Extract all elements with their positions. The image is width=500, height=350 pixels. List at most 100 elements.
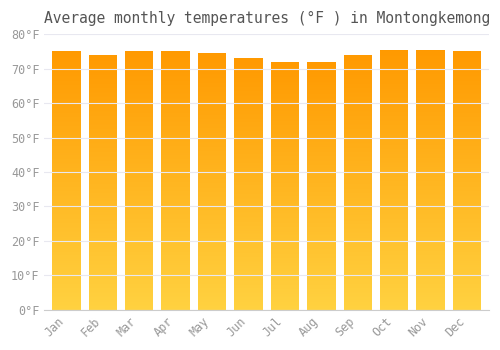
- Bar: [344, 201, 372, 203]
- Bar: [88, 175, 117, 176]
- Bar: [52, 230, 80, 231]
- Bar: [380, 154, 408, 155]
- Bar: [125, 254, 154, 256]
- Bar: [52, 99, 80, 100]
- Bar: [52, 201, 80, 203]
- Bar: [52, 97, 80, 98]
- Bar: [162, 280, 190, 281]
- Bar: [234, 101, 262, 102]
- Bar: [198, 235, 226, 237]
- Bar: [344, 87, 372, 88]
- Bar: [453, 241, 481, 243]
- Bar: [162, 113, 190, 115]
- Bar: [380, 86, 408, 88]
- Bar: [88, 79, 117, 81]
- Bar: [198, 230, 226, 231]
- Bar: [234, 308, 262, 310]
- Bar: [125, 98, 154, 99]
- Bar: [234, 117, 262, 119]
- Bar: [125, 152, 154, 153]
- Bar: [416, 266, 445, 267]
- Bar: [380, 306, 408, 307]
- Bar: [198, 308, 226, 310]
- Bar: [52, 294, 80, 295]
- Bar: [416, 225, 445, 226]
- Bar: [52, 240, 80, 241]
- Bar: [162, 88, 190, 89]
- Bar: [453, 147, 481, 148]
- Bar: [234, 87, 262, 89]
- Bar: [416, 68, 445, 69]
- Bar: [344, 124, 372, 125]
- Bar: [344, 77, 372, 78]
- Bar: [52, 51, 80, 53]
- Bar: [453, 233, 481, 235]
- Bar: [234, 100, 262, 101]
- Bar: [88, 201, 117, 203]
- Bar: [198, 112, 226, 113]
- Bar: [453, 133, 481, 134]
- Bar: [198, 116, 226, 117]
- Bar: [416, 65, 445, 66]
- Bar: [162, 121, 190, 122]
- Bar: [162, 258, 190, 259]
- Bar: [416, 261, 445, 263]
- Bar: [307, 73, 336, 74]
- Bar: [125, 259, 154, 261]
- Bar: [380, 169, 408, 171]
- Bar: [234, 229, 262, 231]
- Bar: [307, 281, 336, 282]
- Bar: [234, 85, 262, 86]
- Bar: [198, 289, 226, 290]
- Bar: [125, 218, 154, 219]
- Bar: [453, 263, 481, 265]
- Bar: [88, 69, 117, 70]
- Bar: [380, 111, 408, 112]
- Bar: [234, 182, 262, 183]
- Bar: [52, 188, 80, 190]
- Bar: [307, 93, 336, 94]
- Bar: [88, 141, 117, 143]
- Bar: [162, 259, 190, 261]
- Bar: [307, 72, 336, 73]
- Bar: [270, 285, 299, 286]
- Bar: [380, 116, 408, 117]
- Bar: [198, 78, 226, 79]
- Bar: [416, 138, 445, 139]
- Bar: [380, 286, 408, 288]
- Bar: [270, 193, 299, 195]
- Bar: [270, 64, 299, 65]
- Bar: [198, 90, 226, 92]
- Bar: [88, 143, 117, 144]
- Bar: [198, 107, 226, 108]
- Bar: [162, 192, 190, 194]
- Bar: [52, 270, 80, 271]
- Bar: [198, 60, 226, 61]
- Bar: [344, 297, 372, 298]
- Bar: [380, 230, 408, 232]
- Bar: [380, 301, 408, 302]
- Bar: [162, 232, 190, 233]
- Bar: [125, 71, 154, 72]
- Bar: [453, 155, 481, 156]
- Bar: [416, 236, 445, 237]
- Bar: [307, 295, 336, 296]
- Bar: [234, 112, 262, 114]
- Bar: [380, 273, 408, 275]
- Bar: [52, 153, 80, 155]
- Bar: [344, 260, 372, 261]
- Bar: [198, 239, 226, 240]
- Bar: [52, 100, 80, 102]
- Bar: [198, 176, 226, 177]
- Bar: [198, 303, 226, 304]
- Bar: [270, 254, 299, 255]
- Bar: [125, 100, 154, 102]
- Bar: [88, 135, 117, 136]
- Bar: [344, 103, 372, 105]
- Bar: [307, 138, 336, 139]
- Bar: [380, 115, 408, 116]
- Bar: [307, 88, 336, 89]
- Bar: [125, 237, 154, 239]
- Bar: [88, 273, 117, 274]
- Bar: [88, 121, 117, 122]
